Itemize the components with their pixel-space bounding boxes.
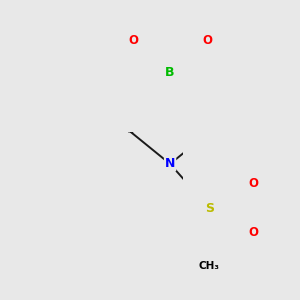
Text: S: S <box>205 202 214 215</box>
Text: O: O <box>202 34 212 47</box>
Text: CH₃: CH₃ <box>199 261 220 272</box>
Text: N: N <box>165 158 175 170</box>
Text: O: O <box>128 34 138 47</box>
Text: B: B <box>165 66 175 80</box>
Text: O: O <box>249 177 259 190</box>
Text: O: O <box>249 226 259 239</box>
